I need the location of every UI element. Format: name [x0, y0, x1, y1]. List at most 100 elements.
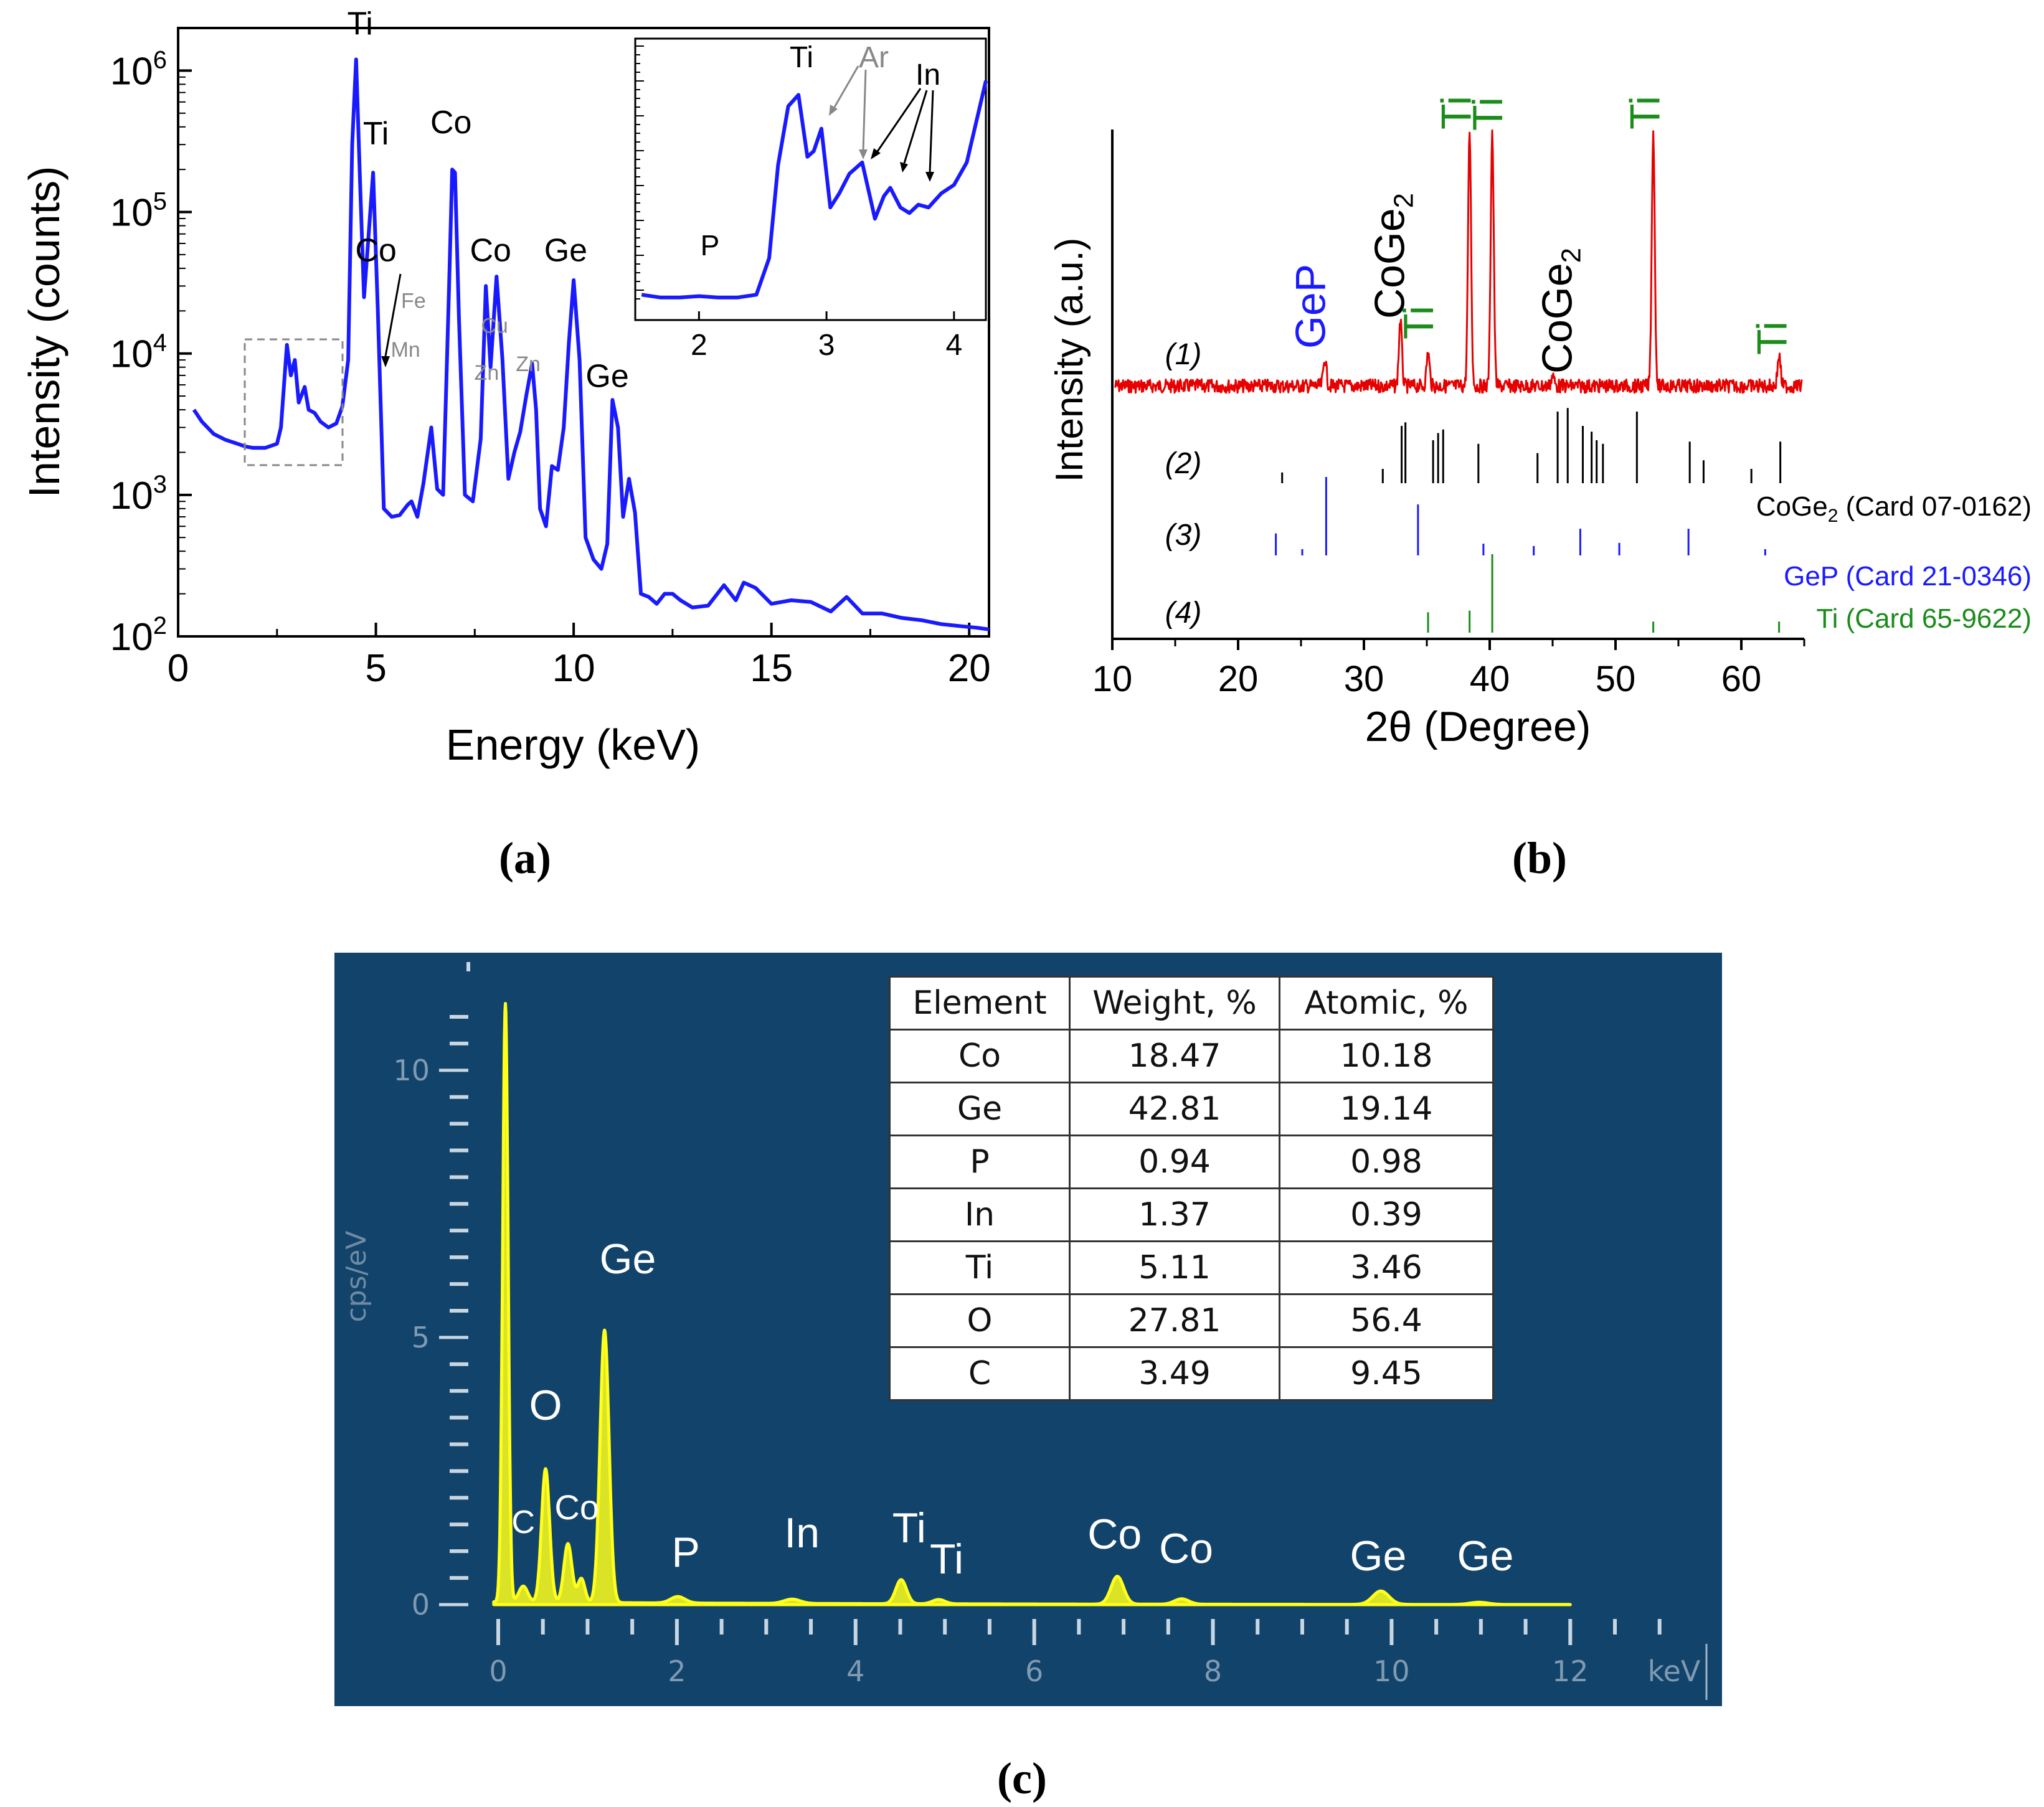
panel-a-inset-in-arrowhead-3: [925, 172, 934, 182]
panel-a-inset-x-tick-label: 4: [945, 329, 962, 362]
panel-a-peak-label: Zn: [475, 361, 499, 385]
panel-a-peak-label: Ge: [585, 358, 628, 394]
panel-a-peak-label: Ge: [544, 232, 587, 268]
panel-b-peak-label: Ti: [1433, 96, 1480, 130]
table-cell: Co: [889, 1029, 1071, 1083]
panel-a-peak-label: Co: [470, 232, 511, 268]
panel-b-reference-cards: [1275, 408, 1782, 633]
table-cell: 0.98: [1279, 1135, 1494, 1189]
panel-b-card-label: CoGe2 (Card 07-0162): [1756, 491, 2032, 526]
panel-a-peak-label: Co: [430, 105, 471, 141]
panel-a-inset-in-arrowhead-2: [900, 162, 908, 172]
panel-a-inset-ar-arrow-1: [833, 65, 859, 108]
panel-b-x-tick-label: 50: [1596, 659, 1636, 699]
panel-c-y-tick-label: 5: [412, 1321, 430, 1354]
table-cell: Ti: [889, 1240, 1071, 1295]
panel-a-peak-label: Zn: [516, 352, 541, 376]
panel-c-caption: (c): [997, 1753, 1047, 1803]
panel-a-inset-label-in: In: [916, 59, 940, 92]
panel-a-peak-label: Fe: [401, 289, 426, 313]
panel-a-y-tick-label: 103: [110, 471, 167, 517]
table-row: O 27.81 56.4: [889, 1293, 1494, 1348]
panel-c-x-tick-label: 12: [1552, 1654, 1589, 1688]
panel-c-peak-label: Ti: [892, 1504, 926, 1552]
panel-a-co-arrow: [384, 273, 402, 357]
panel-b-y-axis-label: Intensity (a.u.): [1048, 238, 1091, 483]
panel-a-peak-label: Cu: [481, 314, 508, 337]
table-cell: O: [889, 1293, 1071, 1348]
panel-a-inset-x-tick-label: 3: [818, 329, 835, 362]
table-cell: 27.81: [1069, 1293, 1280, 1348]
panel-b-peak-label: Ti: [1395, 306, 1442, 339]
panel-a-x-tick-label: 15: [750, 647, 793, 690]
panel-a-inset-frame: [634, 37, 987, 321]
panel-a-peak-label: Ti: [363, 116, 389, 152]
panel-c-x-tick-label: 6: [1025, 1654, 1043, 1688]
table-row: Ge 42.81 19.14: [889, 1082, 1494, 1136]
panel-b-peak-label: CoGe2: [1533, 248, 1586, 374]
table-cell: 56.4: [1279, 1293, 1494, 1348]
panel-a-inset-ar-arrowhead-1: [829, 105, 838, 116]
panel-b-x-tick-label: 40: [1470, 659, 1510, 699]
table-header-cell: Element: [889, 976, 1071, 1031]
table-cell: C: [889, 1346, 1071, 1401]
table-row: P 0.94 0.98: [889, 1135, 1494, 1189]
eds-composition-table: Element Weight, % Atomic, % Co 18.47 10.…: [889, 976, 1494, 1401]
panel-c-eds-spectrum: [492, 1002, 1572, 1606]
panel-c-peak-label: Co: [1087, 1511, 1142, 1558]
table-header-cell: Weight, %: [1069, 976, 1280, 1031]
panel-c-y-tick-label: 10: [393, 1054, 430, 1087]
panel-b-card-label: Ti (Card 65-9622): [1816, 603, 2032, 634]
panel-a-inset-in-arrow-2: [903, 90, 928, 164]
table-row: Co 18.47 10.18: [889, 1029, 1494, 1083]
panel-c-peak-label: Co: [554, 1488, 599, 1527]
table-row: Ti 5.11 3.46: [889, 1240, 1494, 1295]
table-cell: 0.39: [1279, 1187, 1494, 1242]
panel-a-inset-in-arrow-3: [929, 90, 934, 174]
panel-b-x-tick-label: 30: [1344, 659, 1384, 699]
panel-a-caption: (a): [499, 833, 551, 883]
panel-a-inset-ar-arrowhead-2: [859, 149, 868, 159]
panel-b-x-tick-label: 10: [1092, 659, 1133, 699]
table-cell: 42.81: [1069, 1082, 1280, 1136]
table-cell: In: [889, 1187, 1071, 1242]
panel-c-peak-label: Ge: [600, 1235, 656, 1283]
panel-b-card-label: GeP (Card 21-0346): [1784, 561, 2032, 592]
panel-c-y-axis-label: cps/eV: [341, 1230, 372, 1322]
panel-b-xrd-pattern: [1114, 129, 1803, 394]
panel-a-inset-label-ar: Ar: [859, 41, 889, 74]
panel-b-row-label: (4): [1165, 597, 1202, 630]
panel-b-row-labels: (1) (2) (3) (4): [1165, 338, 1202, 630]
panel-c-peak-label: Co: [1159, 1525, 1213, 1572]
table-header-row: Element Weight, % Atomic, %: [889, 976, 1494, 1031]
panel-a-y-tick-label: 104: [110, 329, 167, 376]
panel-b-x-tick-label: 20: [1218, 659, 1259, 699]
table-cell: 3.49: [1069, 1346, 1280, 1401]
table-cell: 5.11: [1069, 1240, 1280, 1295]
panel-b-x-tick-label: 60: [1721, 659, 1762, 699]
panel-c-peak-label: O: [529, 1382, 562, 1429]
panel-a-inset-line: [641, 80, 988, 300]
table-cell: 18.47: [1069, 1029, 1280, 1083]
table-header-cell: Atomic, %: [1279, 976, 1494, 1031]
panel-a-x-ticks: 0 5 10 15 20: [168, 623, 991, 690]
panel-a-spectrum-line: [192, 57, 990, 631]
panel-b-peak-label: Ti: [1464, 97, 1512, 131]
panel-b-x-axis-label: 2θ (Degree): [1365, 703, 1591, 750]
panel-a-x-tick-label: 0: [168, 647, 189, 690]
panel-b-card-labels: CoGe2 (Card 07-0162) GeP (Card 21-0346) Ti…: [1756, 491, 2032, 634]
panel-b-row-label: (3): [1165, 519, 1202, 552]
table-row: In 1.37 0.39: [889, 1187, 1494, 1242]
panel-c-y-tick-label: 0: [412, 1588, 430, 1621]
table-cell: 3.46: [1279, 1240, 1494, 1295]
panel-c-peak-label: Ge: [1457, 1532, 1514, 1580]
table-cell: 19.14: [1279, 1082, 1494, 1136]
table-cell: 0.94: [1069, 1135, 1280, 1189]
table-cell: 10.18: [1279, 1029, 1494, 1083]
panel-a-y-tick-label: 105: [110, 188, 167, 235]
panel-c-x-tick-label: 8: [1204, 1654, 1222, 1688]
panel-a-x-tick-label: 5: [365, 647, 386, 690]
